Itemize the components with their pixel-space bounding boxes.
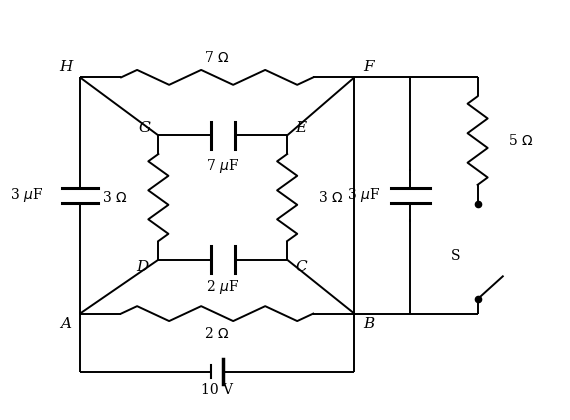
Text: 2 $\mu$F: 2 $\mu$F [206, 278, 239, 296]
Text: S: S [451, 249, 461, 262]
Text: 3 $\mu$F: 3 $\mu$F [347, 186, 380, 205]
Text: A: A [60, 317, 71, 331]
Text: 5 $\Omega$: 5 $\Omega$ [508, 133, 534, 148]
Text: 3 $\mu$F: 3 $\mu$F [10, 186, 43, 205]
Text: 7 $\mu$F: 7 $\mu$F [206, 158, 239, 176]
Text: 10 V: 10 V [201, 383, 233, 397]
Text: 7 $\Omega$: 7 $\Omega$ [205, 50, 230, 65]
Text: D: D [137, 260, 149, 274]
Text: H: H [59, 60, 72, 74]
Text: E: E [296, 121, 307, 135]
Text: 3 $\Omega$: 3 $\Omega$ [102, 190, 128, 205]
Text: 2 $\Omega$: 2 $\Omega$ [205, 326, 230, 341]
Text: 3 $\Omega$: 3 $\Omega$ [318, 190, 343, 205]
Text: B: B [363, 317, 374, 331]
Text: C: C [295, 260, 307, 274]
Text: F: F [363, 60, 374, 74]
Text: G: G [139, 121, 150, 135]
